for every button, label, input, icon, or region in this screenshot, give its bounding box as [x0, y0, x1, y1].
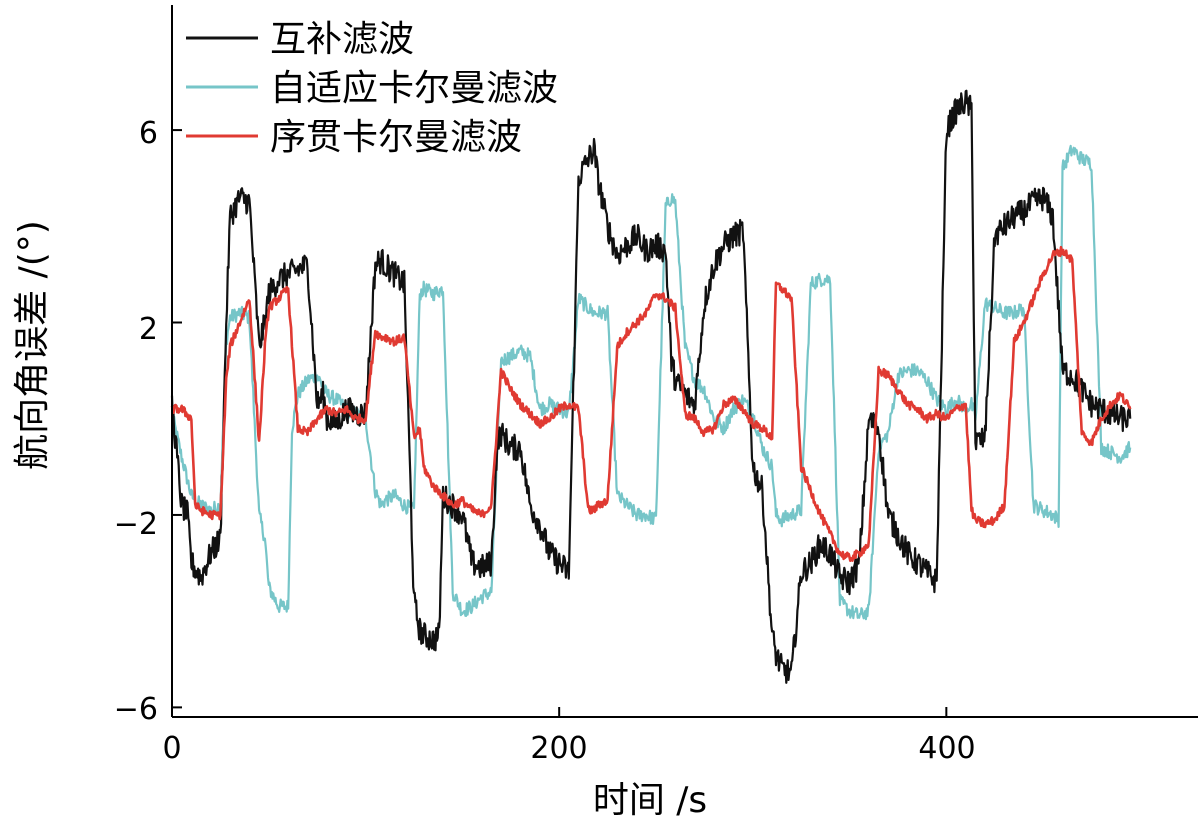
y-tick-label-6: 6	[139, 116, 158, 151]
legend-label-adaptive-kalman: 自适应卡尔曼滤波	[270, 68, 558, 109]
legend: 互补滤波 自适应卡尔曼滤波 序贯卡尔曼滤波	[186, 19, 558, 158]
series-line-adaptive-kalman	[170, 144, 1132, 621]
x-tick-label-200: 200	[530, 731, 587, 766]
series-line-complementary	[170, 89, 1132, 684]
series-line-sequential-kalman	[170, 245, 1132, 562]
legend-label-complementary: 互补滤波	[270, 19, 414, 60]
y-ticks	[172, 129, 182, 709]
y-tick-label-2: 2	[139, 312, 158, 347]
plot-lines	[170, 89, 1132, 684]
x-axis-label: 时间 /s	[593, 780, 707, 821]
x-tick-label-0: 0	[162, 731, 181, 766]
y-tick-label-minus6: −6	[114, 692, 158, 727]
y-tick-label-minus2: −2	[114, 507, 158, 542]
y-axis-label: 航向角误差 /(°)	[12, 220, 53, 470]
x-ticks	[171, 707, 948, 717]
x-tick-label-400: 400	[918, 731, 975, 766]
legend-label-sequential-kalman: 序贯卡尔曼滤波	[270, 117, 522, 158]
